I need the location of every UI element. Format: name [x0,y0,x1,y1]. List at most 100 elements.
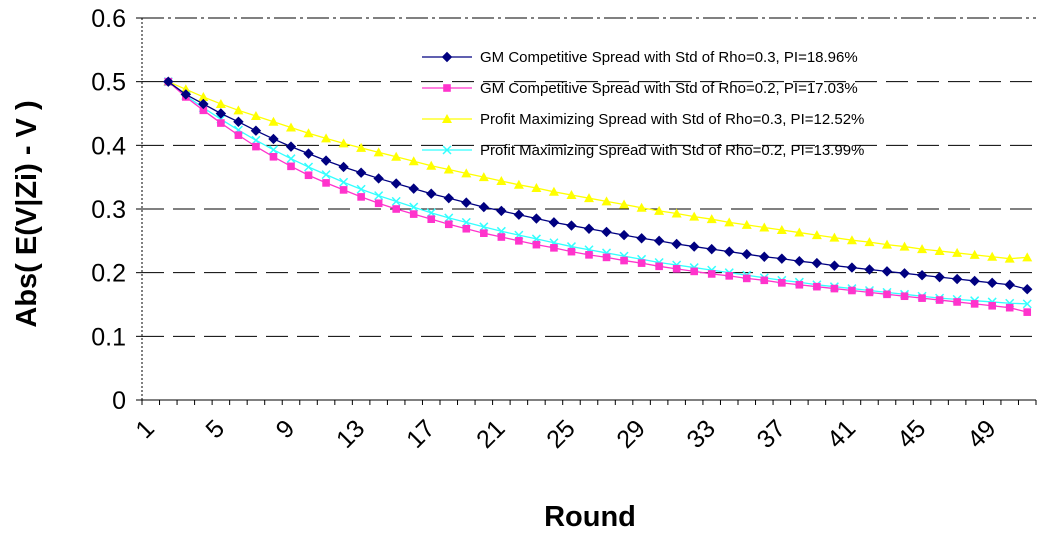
data-point [515,237,523,245]
series-layer [163,76,1033,316]
data-point [217,119,225,127]
data-point [778,279,786,287]
data-point [916,270,928,281]
data-point [970,300,979,308]
data-point [426,188,437,199]
data-point [320,155,332,166]
data-point [742,274,751,283]
axes [141,18,1036,401]
data-point [269,152,278,161]
data-point [532,240,541,249]
data-point [373,173,384,184]
y-tick-label: 0.6 [91,5,126,33]
data-point [550,244,558,252]
data-point [706,214,717,224]
data-point [391,151,402,161]
data-point [741,219,752,229]
data-point [408,156,419,166]
data-point [215,98,226,108]
legend-label: GM Competitive Spread with Std of Rho=0.… [480,49,858,66]
data-point [741,248,752,260]
data-point [672,265,681,273]
data-point [215,108,227,119]
legend-marker [441,51,453,63]
data-point [918,294,926,302]
data-point [1005,303,1014,312]
data-point [513,209,525,220]
data-point [303,162,314,172]
legend-item: Profit Maximizing Spread with Std of Rho… [422,142,864,159]
data-point [531,213,542,224]
data-point [690,267,698,276]
data-point [759,251,770,262]
data-point [899,241,910,251]
data-point [776,225,787,235]
data-point [548,186,559,196]
data-point [321,133,332,143]
data-point [829,232,840,242]
data-point [811,257,823,269]
data-point [620,256,628,265]
data-point [339,186,348,194]
data-point [1022,299,1032,309]
data-point [566,220,577,231]
data-point [934,246,945,256]
data-point [654,205,665,215]
data-point [567,247,576,256]
legend-item: Profit Maximizing Spread with Std of Rho… [422,111,864,128]
data-point [496,205,507,217]
data-point [899,268,910,279]
data-point [952,247,963,257]
x-axis-title: Round [544,501,636,533]
data-point [250,125,262,136]
data-point [391,196,401,206]
y-tick-label: 0.2 [91,260,126,288]
data-point [339,177,349,187]
x-tick-label: 25 [541,414,580,453]
x-tick-label: 49 [962,414,1001,453]
data-point [304,171,313,180]
data-point [864,237,875,247]
data-point [655,262,663,271]
y-tick-label: 0.5 [91,69,126,97]
data-point [444,220,453,229]
data-point [443,164,454,174]
data-point [285,141,297,152]
data-point [497,233,506,241]
x-tick-label: 37 [752,414,791,453]
data-point [268,116,279,126]
data-point [986,277,998,289]
data-point [478,201,490,213]
data-point [601,226,612,238]
data-point [1022,252,1033,262]
y-tick-label: 0.4 [91,132,126,160]
data-point [392,205,400,213]
data-point [602,253,611,262]
data-point [637,259,646,267]
x-tick-label: 41 [822,414,861,453]
data-point [426,160,437,170]
data-point [357,193,365,201]
data-point [724,217,735,227]
data-point [969,275,980,287]
data-point [531,182,542,192]
y-tick-label: 0 [112,387,126,415]
data-point [374,191,384,201]
data-point [356,142,367,152]
data-point [496,175,507,185]
legend-label: Profit Maximizing Spread with Std of Rho… [480,142,864,159]
data-point [461,197,472,208]
data-point [619,199,630,209]
data-point [865,288,874,297]
x-tick-label: 9 [271,414,301,444]
data-point [881,266,893,277]
y-tick-label: 0.3 [91,196,126,224]
data-point [759,222,770,232]
data-point [513,179,524,189]
data-point [480,229,488,237]
data-point [883,290,891,299]
series-2 [164,77,1032,316]
data-point [671,208,682,218]
data-point [461,168,472,178]
data-point [653,235,665,247]
